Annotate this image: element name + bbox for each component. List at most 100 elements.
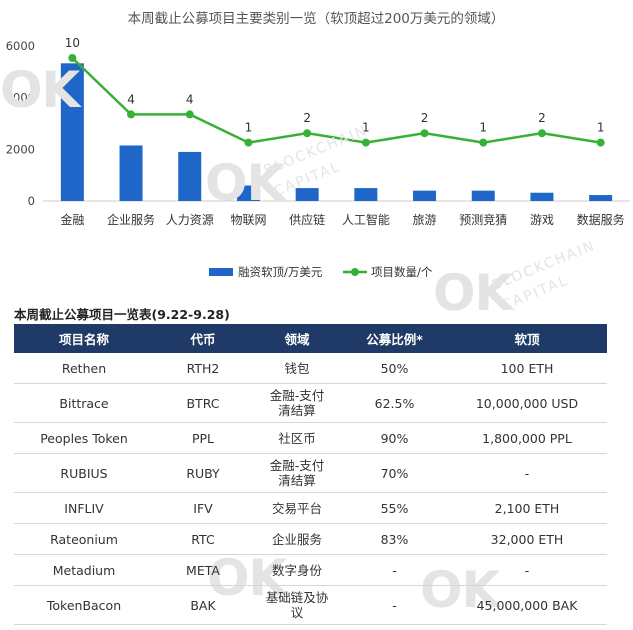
softcap-cell: 45,000,000 BAK bbox=[447, 585, 607, 625]
x-tick-label: 游戏 bbox=[530, 213, 554, 227]
x-tick-label: 旅游 bbox=[413, 213, 437, 227]
bar bbox=[295, 188, 319, 201]
x-tick-label: 供应链 bbox=[289, 212, 325, 227]
y-tick-label: 6000 bbox=[6, 39, 35, 53]
line-data-label: 2 bbox=[303, 111, 311, 125]
bar bbox=[60, 63, 84, 201]
line-point bbox=[185, 110, 194, 119]
token-cell: IFV bbox=[154, 492, 252, 524]
line-data-label: 10 bbox=[65, 36, 80, 50]
line-point bbox=[361, 138, 370, 147]
line-data-label: 4 bbox=[127, 92, 135, 106]
softcap-cell: 1,800,000 PPL bbox=[447, 422, 607, 454]
legend-bar-label: 融资软顶/万美元 bbox=[238, 265, 323, 279]
token-cell: META bbox=[154, 554, 252, 586]
legend-line-label: 项目数量/个 bbox=[371, 265, 433, 279]
domain-line: 企业服务 bbox=[271, 531, 322, 547]
domain-line: 金融-支付 bbox=[269, 388, 325, 403]
ratio-cell: 62.5% bbox=[342, 383, 447, 423]
line-data-label: 4 bbox=[186, 92, 194, 106]
table-title: 本周截止公募项目一览表(9.22-9.28) bbox=[14, 307, 230, 322]
header-softcap: 软顶 bbox=[447, 324, 607, 353]
token-cell: BAK bbox=[154, 585, 252, 625]
domain-cell: 企业服务 bbox=[252, 523, 342, 555]
softcap-cell: 10,000,000 USD bbox=[447, 383, 607, 423]
project-table: 项目名称 代币 领域 公募比例* 软顶 Rethen RTH2 钱包 50% 100 E… bbox=[14, 324, 607, 625]
project-name-cell: Rateonium bbox=[14, 523, 154, 555]
y-tick-label: 4000 bbox=[6, 91, 35, 105]
header-ratio: 公募比例* bbox=[342, 324, 447, 353]
x-tick-label: 人工智能 bbox=[342, 212, 390, 227]
line-point bbox=[303, 129, 312, 138]
domain-line: 钱包 bbox=[284, 360, 310, 376]
project-name-cell: Metadium bbox=[14, 554, 154, 586]
line-series bbox=[71, 57, 601, 144]
ratio-cell: 70% bbox=[342, 453, 447, 493]
ratio-cell: - bbox=[342, 585, 447, 625]
token-cell: RTH2 bbox=[154, 353, 252, 384]
project-name-cell: TokenBacon bbox=[14, 585, 154, 625]
domain-line: 议 bbox=[290, 605, 304, 620]
line-data-label: 2 bbox=[538, 111, 546, 125]
line-point bbox=[479, 138, 488, 147]
x-tick-label: 人力资源 bbox=[166, 213, 214, 227]
line-point bbox=[127, 110, 136, 119]
table-row: RUBIUS RUBY 金融-支付 清结算 70% - bbox=[14, 453, 607, 493]
domain-line: 清结算 bbox=[278, 473, 316, 488]
domain-cell: 社区币 bbox=[252, 422, 342, 454]
line-point bbox=[537, 129, 546, 138]
chart-title: 本周截止公募项目主要类别一览（软顶超过200万美元的领域） bbox=[128, 11, 505, 27]
table-row: Bittrace BTRC 金融-支付 清结算 62.5% 10,000,000 USD bbox=[14, 383, 607, 423]
header-project-name: 项目名称 bbox=[14, 324, 154, 353]
bar bbox=[119, 145, 143, 201]
y-tick-label: 2000 bbox=[6, 142, 35, 156]
legend-bar-swatch bbox=[209, 268, 233, 276]
combo-chart: 本周截止公募项目主要类别一览（软顶超过200万美元的领域） 0 2000 4000 60… bbox=[6, 11, 630, 279]
domain-line: 社区币 bbox=[278, 430, 316, 446]
chart-area: 本周截止公募项目主要类别一览（软顶超过200万美元的领域） 0 2000 4000 60… bbox=[0, 0, 633, 285]
line-data-label: 1 bbox=[362, 121, 370, 135]
project-name-cell: Rethen bbox=[14, 353, 154, 384]
x-tick-label: 物联网 bbox=[230, 213, 266, 227]
bar bbox=[413, 190, 437, 201]
project-name-cell: Peoples Token bbox=[14, 422, 154, 454]
line-data-label: 1 bbox=[245, 121, 253, 135]
token-cell: PPL bbox=[154, 422, 252, 454]
bar bbox=[354, 188, 378, 201]
token-cell: RTC bbox=[154, 523, 252, 555]
bar bbox=[589, 195, 613, 201]
domain-cell: 交易平台 bbox=[252, 492, 342, 524]
token-cell: RUBY bbox=[154, 453, 252, 493]
table-row: Rethen RTH2 钱包 50% 100 ETH bbox=[14, 353, 607, 384]
line-point bbox=[596, 138, 605, 147]
table-header-row: 项目名称 代币 领域 公募比例* 软顶 bbox=[14, 324, 607, 353]
line-point bbox=[244, 138, 253, 147]
softcap-cell: 32,000 ETH bbox=[447, 523, 607, 555]
line-data-label: 1 bbox=[479, 121, 487, 135]
domain-line: 交易平台 bbox=[271, 500, 322, 516]
table-row: TokenBacon BAK 基础链及协议 -45,000,000 BAK bbox=[14, 585, 607, 625]
token-cell: BTRC bbox=[154, 383, 252, 423]
domain-cell: 钱包 bbox=[252, 353, 342, 384]
bar bbox=[178, 151, 202, 201]
table-row: Metadium META 数字身份 - - bbox=[14, 554, 607, 586]
header-domain: 领域 bbox=[252, 324, 342, 353]
x-tick-label: 金融 bbox=[60, 212, 84, 227]
bar bbox=[530, 192, 554, 201]
project-name-cell: RUBIUS bbox=[14, 453, 154, 493]
line-data-label: 2 bbox=[421, 111, 429, 125]
line-data-label: 1 bbox=[597, 121, 605, 135]
domain-line: 数字身份 bbox=[271, 562, 322, 578]
x-tick-label: 预测竞猜 bbox=[459, 213, 507, 227]
x-tick-label: 企业服务 bbox=[107, 212, 155, 227]
ratio-cell: 90% bbox=[342, 422, 447, 454]
softcap-cell: 2,100 ETH bbox=[447, 492, 607, 524]
domain-cell: 金融-支付 清结算 bbox=[252, 383, 342, 423]
header-token: 代币 bbox=[154, 324, 252, 353]
project-name-cell: INFLIV bbox=[14, 492, 154, 524]
softcap-cell: - bbox=[447, 554, 607, 586]
line-point bbox=[420, 129, 429, 138]
x-tick-label: 数据服务 bbox=[577, 212, 625, 227]
legend-line-marker bbox=[351, 268, 359, 276]
softcap-cell: - bbox=[447, 453, 607, 493]
